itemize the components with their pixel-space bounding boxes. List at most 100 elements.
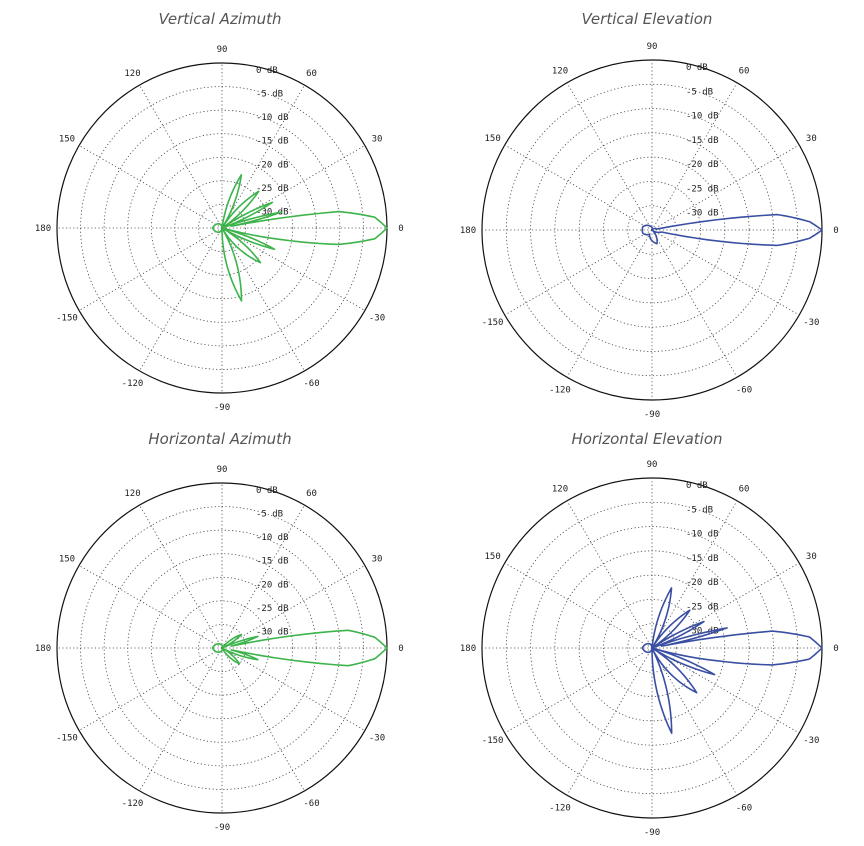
polar-chart-vertical-elevation: Vertical Elevation 0 30 60 90 120 150 180 -150 -… <box>430 10 864 420</box>
angle-tick-label: -150 <box>482 318 504 328</box>
grid-ring <box>198 624 246 672</box>
grid-ring <box>103 109 341 347</box>
angle-tick-label: 150 <box>485 134 501 144</box>
angle-tick-label: 120 <box>552 67 568 77</box>
chart-title: Vertical Elevation <box>581 10 713 28</box>
grid-spoke <box>78 227 223 311</box>
angle-tick-label: -90 <box>644 828 660 838</box>
angle-tick-label: -90 <box>214 823 230 833</box>
ring-db-label: -10 dB <box>256 533 289 543</box>
ring-db-label: -25 dB <box>256 184 289 194</box>
grid-spoke <box>566 647 653 796</box>
angle-tick-label: 30 <box>806 134 817 144</box>
angle-tick-label: -30 <box>369 734 385 744</box>
grid-spoke <box>651 647 738 796</box>
angle-tick-label: 180 <box>35 224 51 234</box>
grid-spoke <box>78 145 223 229</box>
radiation-pattern-line <box>641 213 823 247</box>
angle-tick-label: -90 <box>644 410 660 420</box>
ring-db-label: -25 dB <box>686 602 719 612</box>
angle-tick-label: 60 <box>306 489 317 499</box>
grid-ring <box>530 526 774 770</box>
ring-db-label: 0 dB <box>256 66 278 76</box>
ring-db-label: -5 dB <box>256 510 283 520</box>
angle-tick-label: 60 <box>306 69 317 79</box>
angle-tick-label: 60 <box>739 485 750 495</box>
chart-title: Vertical Azimuth <box>158 10 282 28</box>
ring-db-label: 0 dB <box>256 486 278 496</box>
angle-tick-label: 90 <box>217 45 228 55</box>
angle-tick-label: 90 <box>647 42 658 52</box>
grid-spoke <box>651 229 738 378</box>
angle-tick-label: 120 <box>124 489 140 499</box>
grid-spoke <box>221 227 366 311</box>
ring-db-label: -10 dB <box>256 113 289 123</box>
grid-ring <box>530 108 774 352</box>
angle-tick-label: 60 <box>739 67 750 77</box>
grid-spoke <box>221 647 305 792</box>
grid-ring <box>103 529 341 767</box>
grid-ring <box>554 550 750 746</box>
angle-tick-label: -60 <box>303 379 319 389</box>
ring-db-label: -20 dB <box>686 578 719 588</box>
grid-ring <box>198 204 246 252</box>
angle-tick-label: 150 <box>485 552 501 562</box>
grid-spoke <box>221 84 305 229</box>
grid-spoke <box>221 504 305 649</box>
angle-tick-label: 150 <box>59 135 75 145</box>
ring-db-label: -20 dB <box>256 580 289 590</box>
radiation-pattern-line <box>211 174 388 302</box>
ring-db-label: -25 dB <box>256 604 289 614</box>
angle-tick-label: -120 <box>122 799 144 809</box>
angle-tick-label: -60 <box>303 799 319 809</box>
grid-spoke <box>651 229 800 316</box>
grid-spoke <box>221 145 366 229</box>
grid-ring <box>150 576 294 720</box>
angle-tick-label: -30 <box>803 318 819 328</box>
grid-spoke <box>504 647 653 734</box>
angle-tick-label: -150 <box>482 736 504 746</box>
polar-plot: 0 30 60 90 120 150 180 -150 -120 -90 -60 -30 0 dB -5 … <box>35 465 404 833</box>
grid-spoke <box>566 229 653 378</box>
grid-spoke <box>221 227 305 372</box>
grid-spoke <box>139 227 223 372</box>
angle-tick-label: 90 <box>217 465 228 475</box>
grid-ring <box>505 501 799 795</box>
polar-chart-horizontal-elevation: Horizontal Elevation 0 30 60 90 120 150 180 -15… <box>430 430 864 840</box>
angle-tick-label: -60 <box>736 803 752 813</box>
ring-db-label: -15 dB <box>686 554 719 564</box>
grid-spoke <box>566 500 653 649</box>
grid-ring <box>554 132 750 328</box>
polar-plot: 0 30 60 90 120 150 180 -150 -120 -90 -60 -30 0 dB -5 … <box>460 42 839 420</box>
angle-tick-label: -150 <box>56 734 78 744</box>
polar-plot: 0 30 60 90 120 150 180 -150 -120 -90 -60 -30 0 dB -5 … <box>460 460 839 838</box>
ring-db-label: -20 dB <box>256 160 289 170</box>
chart-title: Horizontal Azimuth <box>148 430 292 448</box>
ring-db-label: -5 dB <box>686 505 713 515</box>
ring-db-label: -15 dB <box>686 136 719 146</box>
angle-tick-label: 180 <box>460 644 476 654</box>
grid-ring <box>603 181 701 279</box>
grid-ring <box>505 83 799 377</box>
ring-db-label: -5 dB <box>256 90 283 100</box>
polar-chart-vertical-azimuth: Vertical Azimuth 0 30 60 90 120 150 180 -150 -12… <box>0 10 440 420</box>
angle-tick-label: -120 <box>549 803 571 813</box>
chart-title: Horizontal Elevation <box>571 430 723 448</box>
ring-db-label: -30 dB <box>256 207 289 217</box>
ring-db-label: -25 dB <box>686 184 719 194</box>
angle-tick-label: -150 <box>56 314 78 324</box>
angle-tick-label: 30 <box>372 135 383 145</box>
ring-db-label: -15 dB <box>256 557 289 567</box>
radiation-pattern-line <box>641 587 823 734</box>
grid-spoke <box>566 82 653 231</box>
grid-spoke <box>504 229 653 316</box>
ring-db-label: 0 dB <box>686 481 708 491</box>
angle-tick-label: 120 <box>124 69 140 79</box>
ring-db-label: 0 dB <box>686 63 708 73</box>
grid-spoke <box>221 565 366 649</box>
angle-tick-label: 0 <box>398 644 403 654</box>
angle-tick-label: -30 <box>369 314 385 324</box>
ring-db-label: -5 dB <box>686 87 713 97</box>
angle-tick-label: 120 <box>552 485 568 495</box>
angle-tick-label: -60 <box>736 385 752 395</box>
